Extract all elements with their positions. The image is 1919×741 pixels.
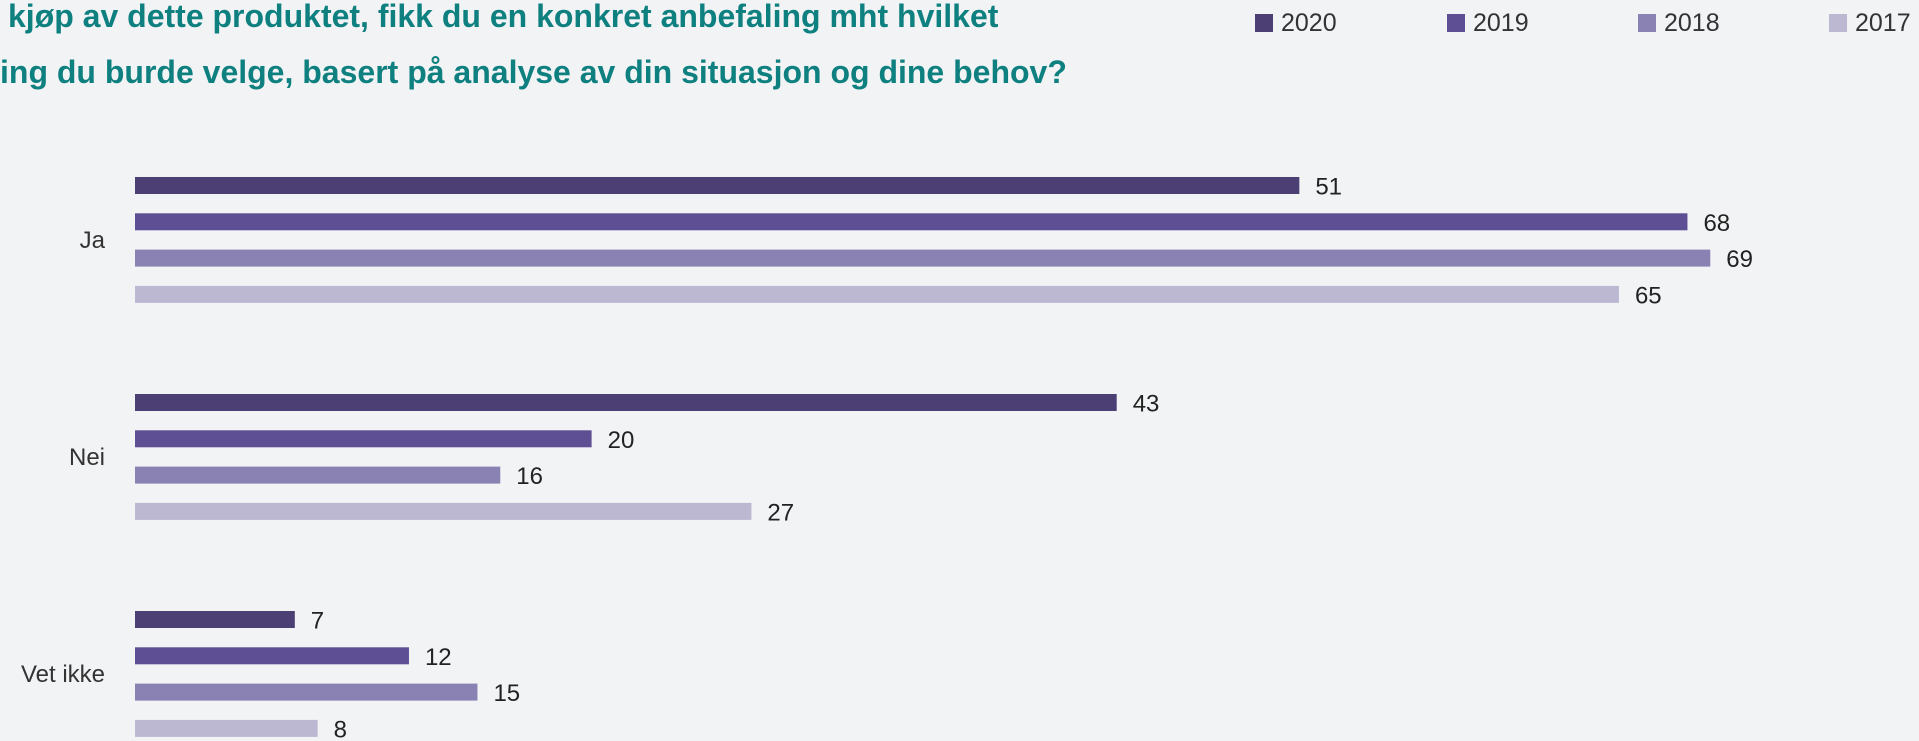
bar-2019 (135, 213, 1688, 231)
bar-2018 (135, 466, 501, 484)
bar-2019 (135, 647, 409, 665)
bar-value-label: 69 (1726, 246, 1753, 273)
category-label: Nei (69, 444, 105, 471)
bar-value-label: 15 (493, 680, 520, 707)
bar-2017 (135, 502, 752, 520)
bar-2019 (135, 430, 592, 448)
legend-swatch-2017 (1829, 14, 1847, 32)
legend-label-2020: 2020 (1281, 8, 1337, 37)
bar-2017 (135, 285, 1619, 303)
category-label: Vet ikke (21, 661, 105, 688)
legend-item-2018: 2018 (1638, 8, 1720, 38)
bar-value-label: 43 (1133, 391, 1160, 418)
bar-2018 (135, 683, 478, 701)
bar-2017 (135, 719, 318, 737)
chart-title-line-1: kjøp av dette produktet, fikk du en konk… (8, 0, 999, 34)
chart-title-line-2: ing du burde velge, basert på analyse av… (0, 54, 1067, 90)
bar-value-label: 65 (1635, 282, 1662, 309)
bar-value-label: 16 (516, 463, 543, 490)
bar-value-label: 7 (311, 608, 324, 635)
bar-2020 (135, 177, 1300, 194)
legend-label-2018: 2018 (1664, 8, 1720, 37)
category-label: Ja (80, 227, 106, 254)
legend-swatch-2020 (1255, 14, 1273, 32)
bar-value-label: 27 (767, 499, 794, 526)
bar-value-label: 12 (425, 644, 452, 671)
bar-value-label: 51 (1315, 174, 1342, 201)
legend-item-2020: 2020 (1255, 8, 1337, 38)
bar-value-label: 68 (1703, 210, 1730, 237)
legend-swatch-2018 (1638, 14, 1656, 32)
bar-value-label: 20 (608, 427, 635, 454)
bar-2020 (135, 394, 1117, 411)
legend-label-2017: 2017 (1855, 8, 1911, 37)
legend-item-2019: 2019 (1447, 8, 1529, 38)
legend-label-2019: 2019 (1473, 8, 1529, 37)
bar-2020 (135, 611, 295, 628)
legend-swatch-2019 (1447, 14, 1465, 32)
bar-2018 (135, 249, 1711, 267)
bar-value-label: 8 (334, 716, 347, 741)
legend-item-2017: 2017 (1829, 8, 1911, 38)
chart-legend: 2020 2019 2018 2017 (0, 8, 1919, 38)
